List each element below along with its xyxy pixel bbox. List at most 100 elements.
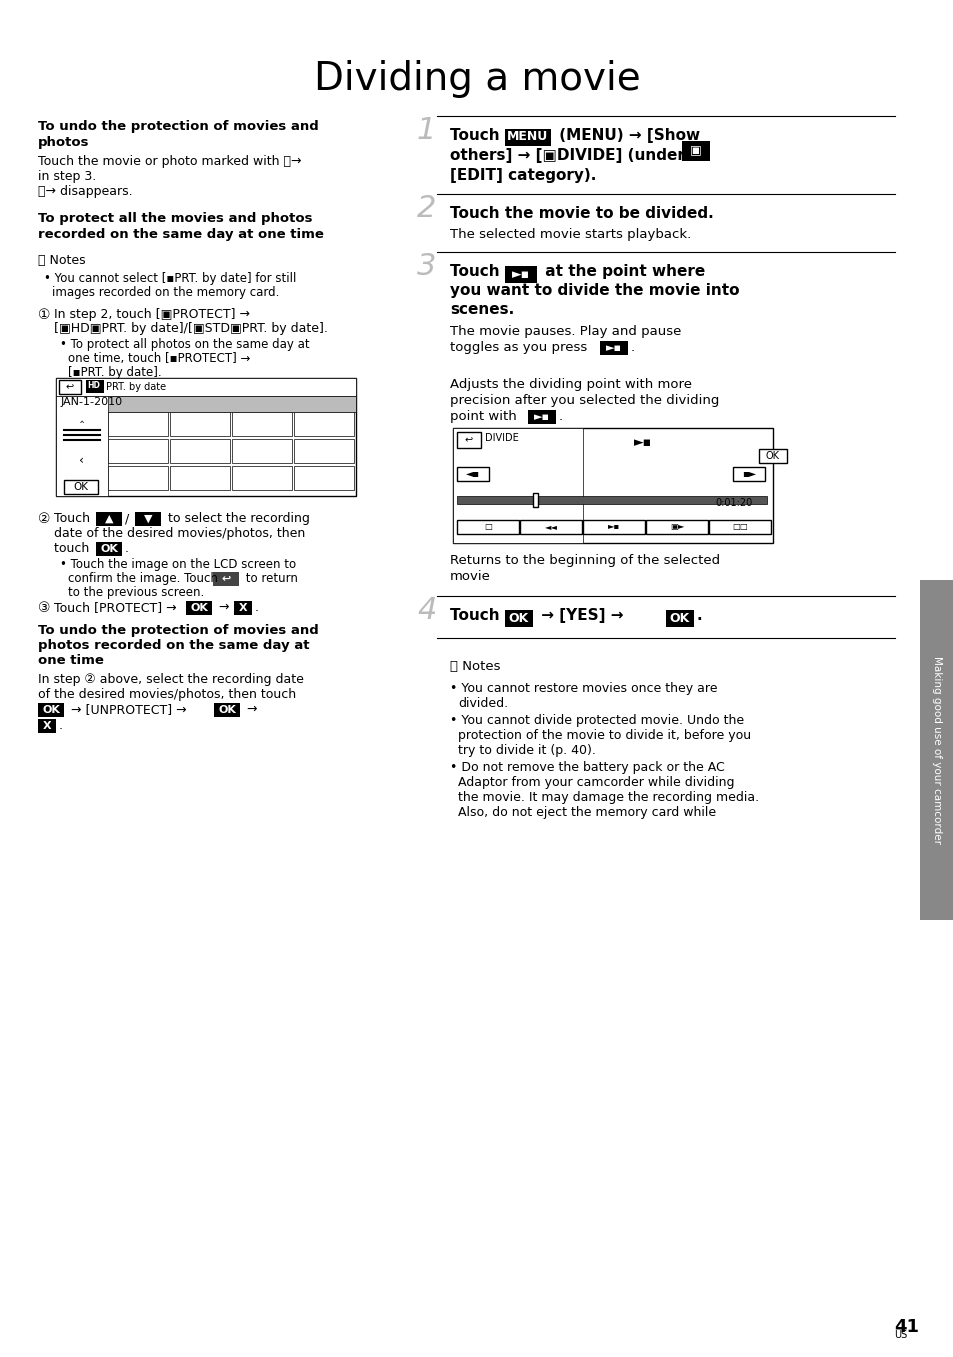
Text: Returns to the beginning of the selected: Returns to the beginning of the selected bbox=[450, 554, 720, 567]
Text: others] → [▣DIVIDE] (under: others] → [▣DIVIDE] (under bbox=[450, 148, 689, 163]
Bar bbox=[645, 520, 707, 535]
Bar bbox=[186, 601, 212, 615]
Bar bbox=[213, 703, 240, 716]
Text: □□: □□ bbox=[731, 522, 747, 532]
Text: To protect all the movies and photos: To protect all the movies and photos bbox=[38, 212, 313, 225]
Bar bbox=[533, 493, 537, 508]
Bar bbox=[38, 719, 56, 733]
Text: OK: OK bbox=[100, 544, 118, 554]
Text: ‹: ‹ bbox=[79, 455, 85, 467]
Text: ▪►: ▪► bbox=[741, 470, 756, 479]
Text: DIVIDE: DIVIDE bbox=[484, 433, 518, 442]
Text: one time: one time bbox=[38, 654, 104, 668]
Text: ⓣ Notes: ⓣ Notes bbox=[450, 660, 500, 673]
Bar bbox=[519, 520, 581, 535]
Text: OK: OK bbox=[42, 706, 60, 715]
Bar bbox=[232, 465, 292, 490]
Text: confirm the image. Touch: confirm the image. Touch bbox=[68, 573, 221, 585]
Text: • To protect all photos on the same day at: • To protect all photos on the same day … bbox=[60, 338, 310, 351]
Bar bbox=[527, 410, 556, 423]
Text: Adjusts the dividing point with more: Adjusts the dividing point with more bbox=[450, 379, 691, 391]
Text: To undo the protection of movies and: To undo the protection of movies and bbox=[38, 624, 318, 636]
Text: toggles as you press: toggles as you press bbox=[450, 341, 591, 354]
Text: ▲: ▲ bbox=[105, 514, 113, 524]
Bar bbox=[56, 379, 355, 497]
Text: ↩: ↩ bbox=[66, 383, 74, 392]
Bar bbox=[665, 609, 693, 627]
Text: OK: OK bbox=[669, 612, 689, 624]
Text: .: . bbox=[558, 410, 562, 423]
Text: MENU: MENU bbox=[507, 130, 548, 144]
Text: ►▪: ►▪ bbox=[607, 522, 619, 532]
Text: .: . bbox=[630, 341, 635, 354]
Text: • Do not remove the battery pack or the AC: • Do not remove the battery pack or the … bbox=[450, 761, 724, 773]
Bar bbox=[456, 520, 518, 535]
Text: OK: OK bbox=[190, 603, 208, 613]
Text: The movie pauses. Play and pause: The movie pauses. Play and pause bbox=[450, 324, 680, 338]
Bar bbox=[294, 440, 354, 463]
Text: date of the desired movies/photos, then: date of the desired movies/photos, then bbox=[54, 527, 305, 540]
Bar bbox=[56, 396, 355, 413]
Text: Touch: Touch bbox=[54, 512, 94, 525]
Text: movie: movie bbox=[450, 570, 491, 584]
Text: .: . bbox=[59, 719, 63, 731]
Text: images recorded on the memory card.: images recorded on the memory card. bbox=[52, 286, 279, 299]
Bar bbox=[708, 520, 770, 535]
Text: 3: 3 bbox=[416, 252, 436, 281]
Text: try to divide it (p. 40).: try to divide it (p. 40). bbox=[457, 744, 596, 757]
Bar bbox=[38, 703, 64, 716]
Text: → [YES] →: → [YES] → bbox=[536, 608, 628, 623]
Text: [EDIT] category).: [EDIT] category). bbox=[450, 168, 596, 183]
Text: ◄◄: ◄◄ bbox=[544, 522, 557, 532]
Bar bbox=[456, 467, 489, 480]
Text: ↩: ↩ bbox=[464, 436, 473, 445]
Text: Touch: Touch bbox=[450, 265, 504, 280]
Text: in step 3.: in step 3. bbox=[38, 170, 96, 183]
Bar bbox=[170, 413, 230, 436]
Text: photos recorded on the same day at: photos recorded on the same day at bbox=[38, 639, 309, 651]
Text: → [UNPROTECT] →: → [UNPROTECT] → bbox=[67, 703, 191, 716]
Text: X: X bbox=[43, 721, 51, 731]
Text: ⓣ Notes: ⓣ Notes bbox=[38, 254, 86, 267]
Bar bbox=[96, 512, 122, 527]
Bar bbox=[59, 380, 81, 394]
Text: 1: 1 bbox=[416, 115, 436, 145]
Text: Making good use of your camcorder: Making good use of your camcorder bbox=[931, 655, 941, 844]
Text: of the desired movies/photos, then touch: of the desired movies/photos, then touch bbox=[38, 688, 295, 702]
Text: one time, touch [▪PROTECT] →: one time, touch [▪PROTECT] → bbox=[68, 351, 250, 365]
Bar bbox=[294, 413, 354, 436]
Bar bbox=[599, 341, 627, 356]
Text: ►▪: ►▪ bbox=[605, 343, 621, 353]
Text: 2: 2 bbox=[416, 194, 436, 223]
Bar bbox=[504, 266, 537, 282]
Bar bbox=[135, 512, 161, 527]
Bar bbox=[213, 573, 239, 586]
Text: precision after you selected the dividing: precision after you selected the dividin… bbox=[450, 394, 719, 407]
Bar bbox=[504, 129, 551, 145]
Text: Dividing a movie: Dividing a movie bbox=[314, 60, 639, 98]
Text: [▪PRT. by date].: [▪PRT. by date]. bbox=[68, 366, 161, 379]
Bar bbox=[64, 480, 98, 494]
Text: →: → bbox=[243, 703, 257, 716]
Text: ②: ② bbox=[38, 512, 51, 527]
Bar bbox=[108, 465, 168, 490]
Text: OK: OK bbox=[73, 482, 89, 493]
Text: OK: OK bbox=[765, 451, 780, 461]
Bar bbox=[582, 520, 644, 535]
Text: to return: to return bbox=[242, 573, 297, 585]
Bar bbox=[456, 497, 766, 503]
Text: ►▪: ►▪ bbox=[634, 436, 652, 449]
Text: 0:01:20: 0:01:20 bbox=[714, 498, 752, 508]
Text: ③: ③ bbox=[38, 601, 51, 615]
Bar bbox=[56, 379, 355, 396]
Text: To undo the protection of movies and: To undo the protection of movies and bbox=[38, 119, 318, 133]
Text: In step ② above, select the recording date: In step ② above, select the recording da… bbox=[38, 673, 304, 687]
Text: The selected movie starts playback.: The selected movie starts playback. bbox=[450, 228, 691, 242]
Bar bbox=[294, 465, 354, 490]
Bar bbox=[453, 427, 772, 543]
Text: ↩: ↩ bbox=[221, 574, 231, 584]
Bar bbox=[108, 413, 168, 436]
Text: • You cannot restore movies once they are: • You cannot restore movies once they ar… bbox=[450, 683, 717, 695]
Text: OK: OK bbox=[218, 706, 235, 715]
Text: Touch: Touch bbox=[450, 608, 504, 623]
